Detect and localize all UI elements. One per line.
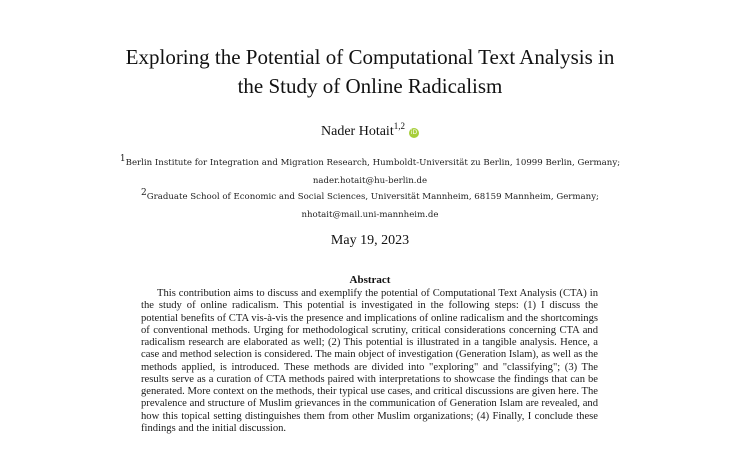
affiliation-1-email: nader.hotait@hu-berlin.de	[0, 176, 740, 186]
paper-title: Exploring the Potential of Computational…	[60, 43, 680, 101]
abstract-body: This contribution aims to discuss and ex…	[141, 288, 598, 435]
affiliation-2-text: Graduate School of Economic and Social S…	[147, 192, 599, 202]
affiliation-1: 1Berlin Institute for Integration and Mi…	[0, 154, 740, 168]
orcid-icon[interactable]: iD	[409, 128, 419, 138]
author-name: Nader Hotait	[321, 124, 394, 139]
affiliation-2: 2Graduate School of Economic and Social …	[0, 188, 740, 202]
publication-date: May 19, 2023	[0, 233, 740, 249]
affiliation-2-email: nhotait@mail.uni-mannheim.de	[0, 210, 740, 220]
paper-title-line-2: the Study of Online Radicalism	[60, 72, 680, 101]
abstract-heading: Abstract	[0, 274, 740, 286]
affiliation-1-email-text[interactable]: nader.hotait@hu-berlin.de	[313, 176, 427, 186]
author-affiliation-marks: 1,2	[394, 121, 405, 131]
author-line: Nader Hotait1,2 iD	[0, 121, 740, 140]
affiliation-1-text: Berlin Institute for Integration and Mig…	[126, 158, 620, 168]
affiliation-2-email-text[interactable]: nhotait@mail.uni-mannheim.de	[301, 210, 438, 220]
paper-title-line-1: Exploring the Potential of Computational…	[60, 43, 680, 72]
